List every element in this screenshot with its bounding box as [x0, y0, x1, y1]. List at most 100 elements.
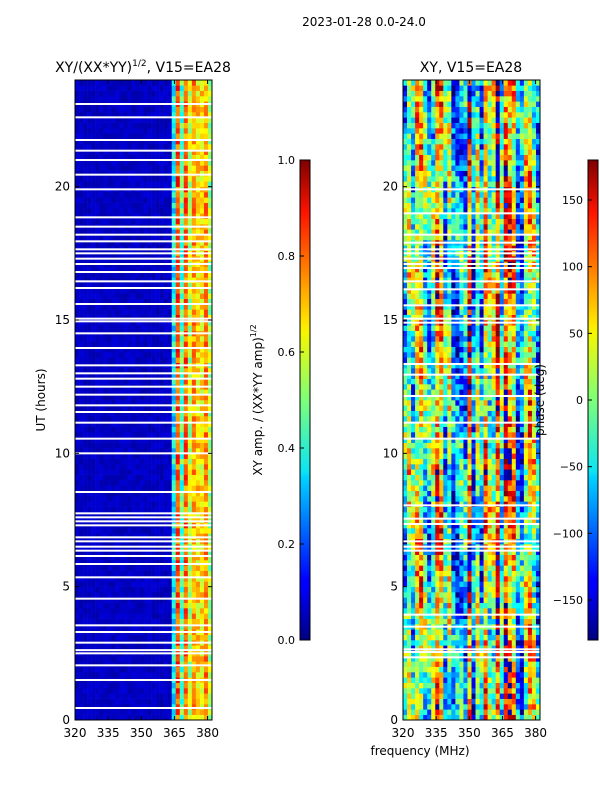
heatmap-cell: [191, 714, 197, 721]
heatmap-cell: [123, 421, 128, 427]
heatmap-cell: [199, 656, 205, 662]
heatmap-cell: [91, 293, 96, 299]
heatmap-cell: [83, 581, 88, 587]
heatmap-cell: [79, 410, 84, 417]
heatmap-cell: [175, 458, 181, 465]
heatmap-cell: [147, 480, 152, 486]
heatmap-cell: [111, 325, 116, 331]
heatmap-cell: [147, 394, 152, 401]
heatmap-cell: [519, 613, 525, 619]
heatmap-cell: [163, 170, 168, 177]
heatmap-cell: [87, 400, 92, 406]
heatmap-cell: [511, 688, 517, 694]
heatmap-cell: [135, 197, 140, 203]
heatmap-cell: [87, 704, 92, 710]
heatmap-cell: [183, 485, 189, 491]
heatmap-cell: [131, 202, 136, 209]
heatmap-cell: [159, 570, 164, 577]
heatmap-cell: [79, 570, 84, 577]
heatmap-cell: [203, 389, 209, 395]
heatmap-cell: [163, 234, 168, 241]
heatmap-cell: [87, 682, 92, 689]
heatmap-cell: [203, 170, 209, 177]
heatmap-cell: [435, 629, 440, 635]
heatmap-cell: [99, 112, 104, 118]
heatmap-cell: [439, 608, 444, 614]
heatmap-cell: [167, 192, 173, 198]
heatmap-cell: [131, 218, 136, 225]
heatmap-cell: [483, 650, 488, 657]
heatmap-cell: [495, 629, 501, 635]
heatmap-cell: [87, 309, 92, 315]
heatmap-cell: [143, 490, 148, 497]
heatmap-cell: [103, 437, 108, 443]
heatmap-cell: [163, 442, 168, 449]
heatmap-cell: [167, 496, 173, 502]
heatmap-cell: [207, 266, 213, 273]
heatmap-cell: [95, 341, 100, 347]
heatmap-cell: [87, 266, 92, 273]
heatmap-cell: [87, 213, 92, 219]
heatmap-cell: [87, 458, 92, 465]
flagged-row: [75, 233, 212, 236]
heatmap-cell: [95, 282, 100, 289]
heatmap-cell: [147, 288, 152, 294]
heatmap-cell: [163, 197, 168, 203]
heatmap-cell: [83, 645, 88, 651]
heatmap-cell: [179, 149, 185, 155]
heatmap-cell: [439, 704, 444, 710]
heatmap-cell: [107, 656, 112, 662]
heatmap-cell: [175, 549, 181, 555]
heatmap-cell: [75, 218, 80, 225]
heatmap-cell: [135, 533, 140, 539]
heatmap-cell: [95, 709, 100, 715]
heatmap-cell: [187, 314, 193, 321]
heatmap-cell: [111, 96, 116, 102]
heatmap-cell: [447, 634, 452, 641]
heatmap-cell: [491, 656, 496, 662]
heatmap-cell: [175, 608, 181, 614]
heatmap-cell: [135, 341, 140, 347]
heatmap-cell: [147, 144, 152, 150]
heatmap-cell: [195, 496, 201, 502]
heatmap-cell: [179, 570, 185, 577]
heatmap-cell: [163, 90, 168, 97]
heatmap-cell: [127, 416, 132, 422]
heatmap-cell: [159, 85, 164, 91]
heatmap-cell: [95, 176, 100, 182]
heatmap-cell: [163, 378, 168, 385]
heatmap-cell: [99, 368, 104, 374]
heatmap-cell: [151, 213, 156, 219]
heatmap-cell: [119, 373, 124, 379]
right-panel-title: XY, V15=EA28: [420, 60, 522, 76]
heatmap-cell: [163, 389, 168, 395]
heatmap-cell: [499, 613, 505, 619]
heatmap-cell: [207, 304, 213, 310]
heatmap-cell: [103, 96, 108, 102]
heatmap-cell: [127, 576, 132, 582]
heatmap-cell: [159, 682, 164, 689]
heatmap-cell: [83, 394, 88, 401]
heatmap-cell: [199, 373, 205, 379]
heatmap-cell: [175, 554, 181, 561]
heatmap-cell: [167, 426, 173, 433]
heatmap-cell: [99, 352, 104, 358]
heatmap-cell: [151, 496, 156, 502]
heatmap-cell: [423, 640, 428, 646]
heatmap-cell: [451, 613, 456, 619]
heatmap-cell: [195, 298, 201, 305]
heatmap-cell: [103, 517, 108, 523]
heatmap-cell: [111, 421, 116, 427]
heatmap-cell: [163, 421, 168, 427]
heatmap-cell: [159, 181, 164, 187]
heatmap-cell: [75, 213, 80, 219]
heatmap-cell: [131, 336, 136, 342]
heatmap-cell: [203, 661, 209, 667]
heatmap-cell: [83, 240, 88, 246]
heatmap-cell: [167, 96, 173, 102]
heatmap-cell: [207, 133, 213, 139]
heatmap-cell: [175, 346, 181, 353]
heatmap-cell: [131, 112, 136, 118]
heatmap-cell: [91, 698, 96, 705]
heatmap-cell: [111, 266, 116, 273]
